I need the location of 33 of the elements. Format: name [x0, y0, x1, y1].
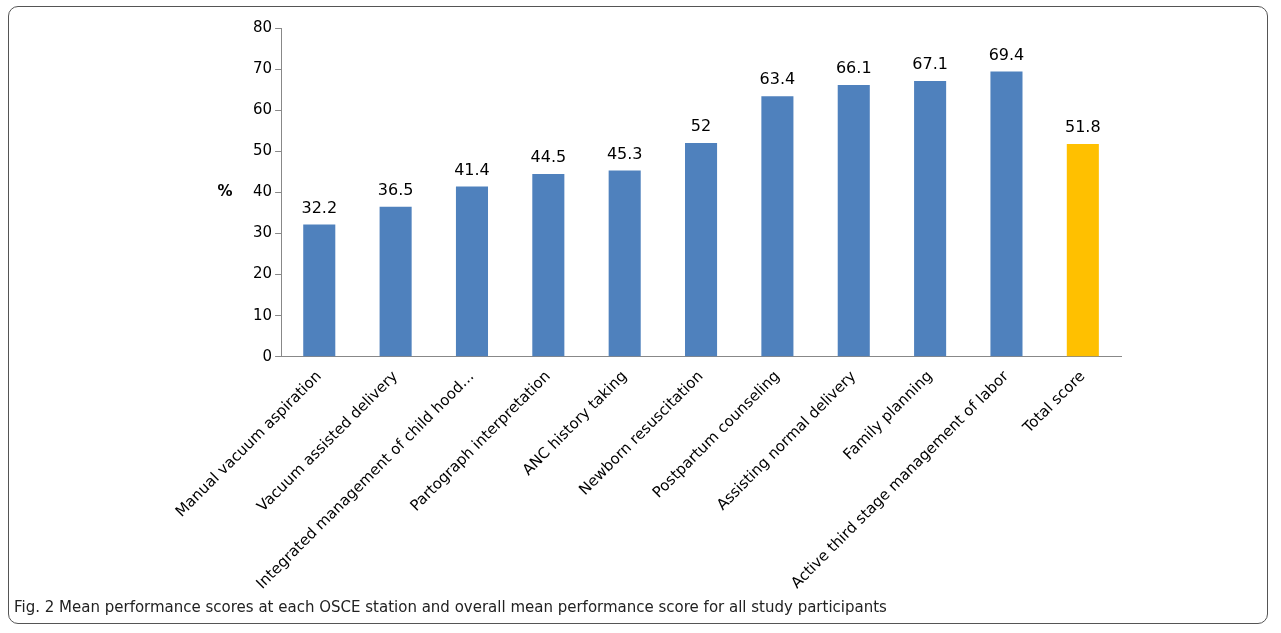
y-tick-label: 60 [252, 100, 273, 119]
y-tick-label: 20 [252, 264, 273, 283]
caption: Fig. 2 Mean performance scores at each OSCE station and overall mean performance score for all study participants [14, 598, 887, 616]
data-label: 45.3 [606, 143, 643, 163]
bar [379, 206, 412, 357]
data-label: 52 [690, 116, 712, 136]
data-label: 66.1 [835, 58, 872, 78]
bar [685, 143, 718, 357]
y-tick-label: 40 [252, 182, 273, 201]
y-tick-label: 50 [252, 141, 273, 160]
bar [1066, 143, 1099, 357]
data-label: 63.4 [759, 69, 796, 89]
bar [990, 71, 1023, 357]
data-label: 67.1 [912, 54, 948, 74]
y-tick-label: 80 [252, 17, 273, 36]
data-label: 44.5 [530, 147, 567, 167]
bar [455, 186, 489, 357]
bar [914, 81, 947, 357]
data-label: 32.2 [301, 197, 338, 217]
y-tick-label: 0 [262, 346, 273, 365]
data-label: 51.8 [1065, 117, 1101, 137]
data-label: 69.4 [988, 44, 1025, 64]
bar [608, 170, 641, 357]
y-axis-title: % [217, 182, 233, 201]
data-label: 36.5 [377, 179, 414, 199]
bar [837, 85, 870, 357]
y-tick-label: 70 [252, 58, 273, 77]
bar [761, 96, 794, 357]
data-label: 41.4 [454, 159, 490, 179]
bar [532, 173, 565, 357]
bar [303, 224, 336, 357]
y-tick-label: 10 [252, 305, 273, 324]
y-tick-label: 30 [252, 223, 273, 242]
